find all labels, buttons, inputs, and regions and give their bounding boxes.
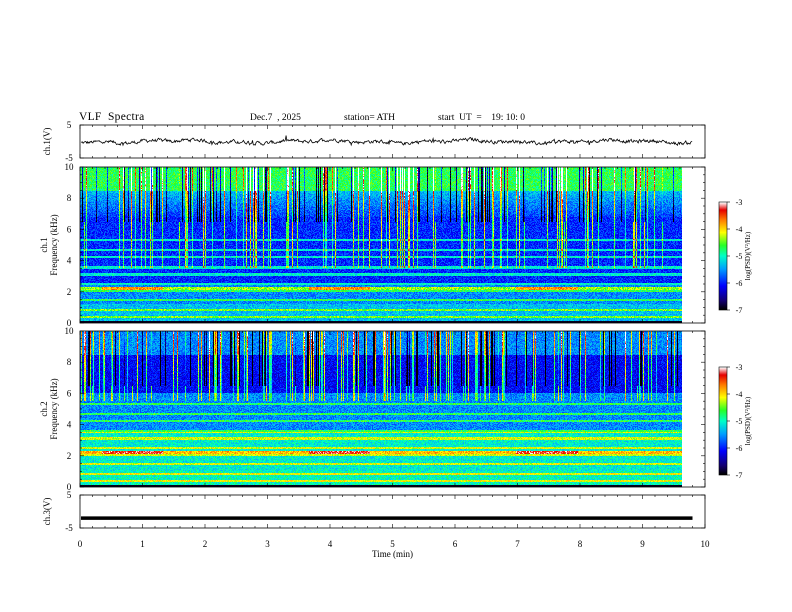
colorbar-tick-label: -6: [736, 279, 743, 288]
colorbar-tick-label: -7: [736, 306, 743, 315]
colorbar-label-ch2-spectrogram: log(PSD)(V²/Hz): [744, 396, 752, 445]
y-tick-label: 4: [67, 420, 72, 430]
panel-frame-4: [79, 494, 706, 529]
panel-frame-2: [79, 166, 706, 324]
colorbar-frame-ch1-spectrogram: [718, 201, 728, 311]
x-axis-label: Time (min): [372, 549, 413, 559]
panel-frame-3: [79, 330, 706, 488]
x-tick-label-5: 5: [390, 539, 395, 549]
x-tick-label-2: 2: [203, 539, 208, 549]
y-tick-label: 10: [65, 162, 75, 172]
colorbar-tick-label: -7: [736, 471, 743, 480]
y-axis-label-channel-ch1-spectrogram: ch.1: [39, 237, 49, 252]
y-tick-label: 6: [67, 224, 72, 234]
colorbar-label-ch1-spectrogram: log(PSD)(V²/Hz): [744, 231, 752, 280]
x-tick-label-3: 3: [265, 539, 270, 549]
y-tick-label: 8: [67, 357, 72, 367]
ch2-colorbar-image: [719, 367, 727, 475]
colorbar-tick-label: -5: [736, 252, 743, 261]
colorbar-tick-label: -4: [736, 225, 743, 234]
x-tick-label-6: 6: [453, 539, 458, 549]
y-tick-label: 0: [67, 482, 72, 492]
y-tick-label: 0: [67, 318, 72, 328]
y-axis-label-frequency-ch2-spectrogram: Frequency (kHz): [49, 378, 59, 439]
colorbar-tick-label: -5: [736, 417, 743, 426]
x-tick-label-10: 10: [701, 539, 711, 549]
y-axis-label-frequency-ch1-spectrogram: Frequency (kHz): [49, 214, 59, 275]
x-tick-label-0: 0: [78, 539, 83, 549]
x-tick-label-8: 8: [578, 539, 583, 549]
y-tick-label: 8: [67, 193, 72, 203]
x-tick-label-7: 7: [515, 539, 520, 549]
x-tick-label-4: 4: [328, 539, 333, 549]
y-tick-label: 2: [67, 451, 72, 461]
y-tick-label: 10: [65, 326, 75, 336]
y-tick-label: -5: [65, 153, 73, 163]
y-tick-label: -5: [65, 523, 73, 533]
x-tick-label-1: 1: [140, 539, 145, 549]
x-tick-label-9: 9: [640, 539, 645, 549]
y-axis-label-channel-ch2-spectrogram: ch.2: [39, 401, 49, 416]
y-axis-label-ch3-waveform: ch.3(V): [42, 498, 52, 526]
colorbar-tick-label: -3: [736, 198, 743, 207]
start-ut-label: start UT = 19: 10: 0: [438, 113, 525, 123]
colorbar-tick-label: -3: [736, 363, 743, 372]
colorbar-tick-label: -4: [736, 390, 743, 399]
colorbar-tick-label: -6: [736, 444, 743, 453]
ch1-colorbar-image: [719, 202, 727, 310]
station-label: station= ATH: [344, 113, 396, 123]
waveform-trace-ch1-waveform: [80, 135, 693, 147]
ch1-spectrogram-image: [80, 167, 694, 323]
y-tick-label: 2: [67, 287, 72, 297]
date-label: Dec.7 , 2025: [250, 113, 301, 123]
y-tick-label: 4: [67, 256, 72, 266]
figure-title: VLF Spectra: [79, 111, 145, 123]
y-tick-label: 6: [67, 388, 72, 398]
ch2-spectrogram-image: [80, 331, 694, 487]
colorbar-frame-ch2-spectrogram: [718, 366, 728, 476]
y-axis-label-ch1-waveform: ch.1(V): [42, 128, 52, 156]
y-tick-label: 5: [67, 490, 72, 500]
y-tick-label: 5: [67, 120, 72, 130]
